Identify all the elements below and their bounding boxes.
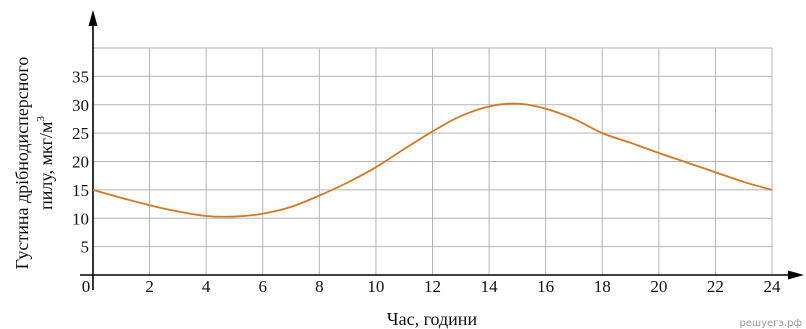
y-tick-label: 5 [81, 238, 90, 257]
axes [80, 10, 804, 290]
x-tick-label: 18 [594, 277, 611, 296]
x-tick-label: 12 [424, 277, 441, 296]
y-tick-label: 35 [72, 67, 89, 86]
y-axis-title-line1: Густина дрібнодисперсного [12, 57, 32, 270]
x-tick-label: 16 [537, 277, 554, 296]
y-tick-label: 20 [72, 153, 89, 172]
x-tick-label: 8 [315, 277, 324, 296]
y-axis-title: Густина дрібнодисперсного пилу, мкг/м3 [12, 57, 56, 270]
y-axis-arrow [88, 10, 98, 26]
x-tick-label: 4 [202, 277, 211, 296]
origin-label: 0 [82, 277, 91, 296]
y-axis-title-superscript: 3 [35, 116, 47, 122]
x-tick-label: 2 [145, 277, 154, 296]
x-tick-label: 24 [764, 277, 782, 296]
y-tick-label: 30 [72, 96, 89, 115]
y-axis-title-line2: пилу, мкг/м3 [35, 116, 56, 210]
series-line [92, 102, 773, 218]
y-tick-label: 10 [72, 209, 89, 228]
x-axis-title: Час, години [387, 309, 478, 329]
y-tick-label: 15 [72, 181, 89, 200]
x-tick-label: 10 [367, 277, 384, 296]
x-tick-label: 22 [707, 277, 724, 296]
series-group [92, 102, 773, 218]
x-axis-arrow [788, 270, 804, 280]
x-tick-label: 14 [481, 277, 499, 296]
y-tick-label: 25 [72, 124, 89, 143]
watermark: решуегэ.рф [739, 318, 802, 329]
grid [93, 47, 773, 275]
x-tick-label: 20 [650, 277, 667, 296]
x-tick-label: 6 [259, 277, 268, 296]
y-axis-title-unit: пилу, мкг/м [36, 122, 56, 210]
